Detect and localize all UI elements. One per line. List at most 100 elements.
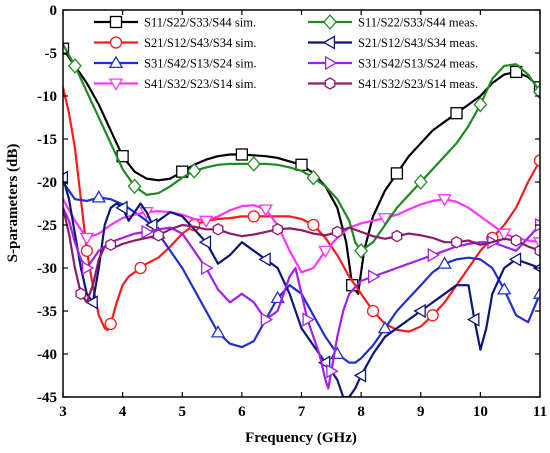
data-point xyxy=(302,312,315,327)
data-point xyxy=(533,83,540,100)
data-point xyxy=(198,235,212,250)
y-tick-label: -30 xyxy=(37,261,57,277)
x-tick-label: 5 xyxy=(179,404,187,420)
data-point xyxy=(258,204,273,217)
legend-entry: S11/S22/S33/S44 sim. xyxy=(94,16,256,30)
data-point xyxy=(437,256,452,269)
legend-label: S41/S32/S23/S14 sim. xyxy=(144,77,257,91)
data-point xyxy=(413,174,428,190)
data-point xyxy=(508,252,522,267)
series-6 xyxy=(63,170,540,397)
data-point xyxy=(377,320,393,334)
legend-entry: S21/S12/S43/S34 meas. xyxy=(308,35,478,50)
legend-marker xyxy=(323,14,337,30)
legend-label: S11/S22/S33/S44 meas. xyxy=(358,16,478,30)
data-point xyxy=(91,190,106,203)
legend-entry: S31/S42/S13/S24 sim. xyxy=(94,55,257,71)
axis-ticks: 3 4 5 6 7 8 9 10 11 0 -5 -10 -15 -20 -25 -30 -35 -40 -45 xyxy=(37,3,547,420)
data-point xyxy=(68,58,82,74)
data-point xyxy=(473,96,488,113)
y-tick-label: -10 xyxy=(37,89,57,105)
legend-label: S21/S12/S43/S34 meas. xyxy=(358,36,478,50)
data-point xyxy=(187,162,202,179)
data-point xyxy=(81,260,95,276)
series-layer xyxy=(63,42,540,397)
data-point xyxy=(272,223,284,236)
data-point xyxy=(145,217,158,233)
series-line xyxy=(63,43,540,252)
y-tick-label: 0 xyxy=(50,3,58,19)
data-point xyxy=(451,235,462,249)
legend-label: S11/S22/S33/S44 sim. xyxy=(144,16,256,30)
data-point xyxy=(141,224,154,240)
series-8 xyxy=(63,207,540,304)
data-point xyxy=(85,295,98,310)
data-point xyxy=(437,194,452,207)
legend-marker xyxy=(109,15,123,29)
data-point xyxy=(127,178,142,195)
x-tick-label: 9 xyxy=(417,404,425,420)
y-tick-label: -45 xyxy=(37,390,57,406)
data-point xyxy=(354,242,369,259)
data-point xyxy=(152,229,164,242)
data-point xyxy=(79,232,95,246)
legend-label: S31/S42/S13/S24 meas. xyxy=(358,57,478,71)
data-point xyxy=(533,154,540,167)
data-point xyxy=(532,237,540,250)
data-point xyxy=(450,107,463,120)
legend-entry: S41/S32/S23/S14 sim. xyxy=(94,77,257,91)
data-point xyxy=(235,148,249,161)
data-point xyxy=(532,286,540,299)
legend-entry: S21/S12/S43/S34 sim. xyxy=(94,36,257,50)
series-3 xyxy=(63,181,540,364)
data-point xyxy=(246,156,261,172)
legend-marker xyxy=(108,55,124,69)
legend-entry: S11/S22/S33/S44 meas. xyxy=(308,14,478,30)
legend-marker xyxy=(109,36,123,49)
data-point xyxy=(331,225,343,239)
data-point xyxy=(104,317,117,331)
x-tick-label: 10 xyxy=(473,404,488,420)
data-point xyxy=(260,312,274,327)
y-tick-label: -5 xyxy=(45,46,58,62)
data-point xyxy=(534,244,540,258)
data-point xyxy=(413,303,426,319)
data-point xyxy=(201,260,214,276)
y-tick-label: -40 xyxy=(37,347,57,363)
x-tick-label: 8 xyxy=(357,404,365,420)
data-point xyxy=(318,245,333,259)
data-point xyxy=(366,304,380,318)
legend: S11/S22/S33/S44 sim. S11/S22/S33/S44 meas… xyxy=(94,14,478,91)
y-tick-label: -35 xyxy=(37,304,57,320)
data-point xyxy=(390,167,404,180)
x-axis-label: Frequency (GHz) xyxy=(245,430,357,446)
y-tick-label: -25 xyxy=(37,218,57,234)
legend-entry: S31/S42/S13/S24 meas. xyxy=(308,55,478,71)
legend-marker xyxy=(322,35,336,50)
data-point xyxy=(509,65,523,79)
y-tick-label: -15 xyxy=(37,132,57,148)
data-point xyxy=(307,218,320,232)
data-point xyxy=(326,364,339,379)
data-point xyxy=(510,234,522,247)
data-point xyxy=(247,210,260,223)
x-tick-label: 3 xyxy=(59,404,67,420)
legend-entry: S41/S32/S23/S14 meas. xyxy=(308,77,478,91)
x-tick-label: 7 xyxy=(298,404,306,420)
data-point xyxy=(367,269,381,284)
data-point xyxy=(427,247,441,263)
data-point xyxy=(80,244,93,257)
data-point xyxy=(134,261,147,275)
legend-marker xyxy=(324,55,338,71)
data-point xyxy=(258,252,271,267)
legend-label: S41/S32/S23/S14 meas. xyxy=(358,77,478,91)
data-point xyxy=(105,238,117,252)
data-point xyxy=(353,368,367,383)
series-4 xyxy=(63,194,540,274)
data-point xyxy=(426,309,439,322)
data-point xyxy=(497,282,512,295)
legend-marker xyxy=(108,78,124,91)
data-point xyxy=(497,228,512,241)
series-line xyxy=(63,181,540,364)
